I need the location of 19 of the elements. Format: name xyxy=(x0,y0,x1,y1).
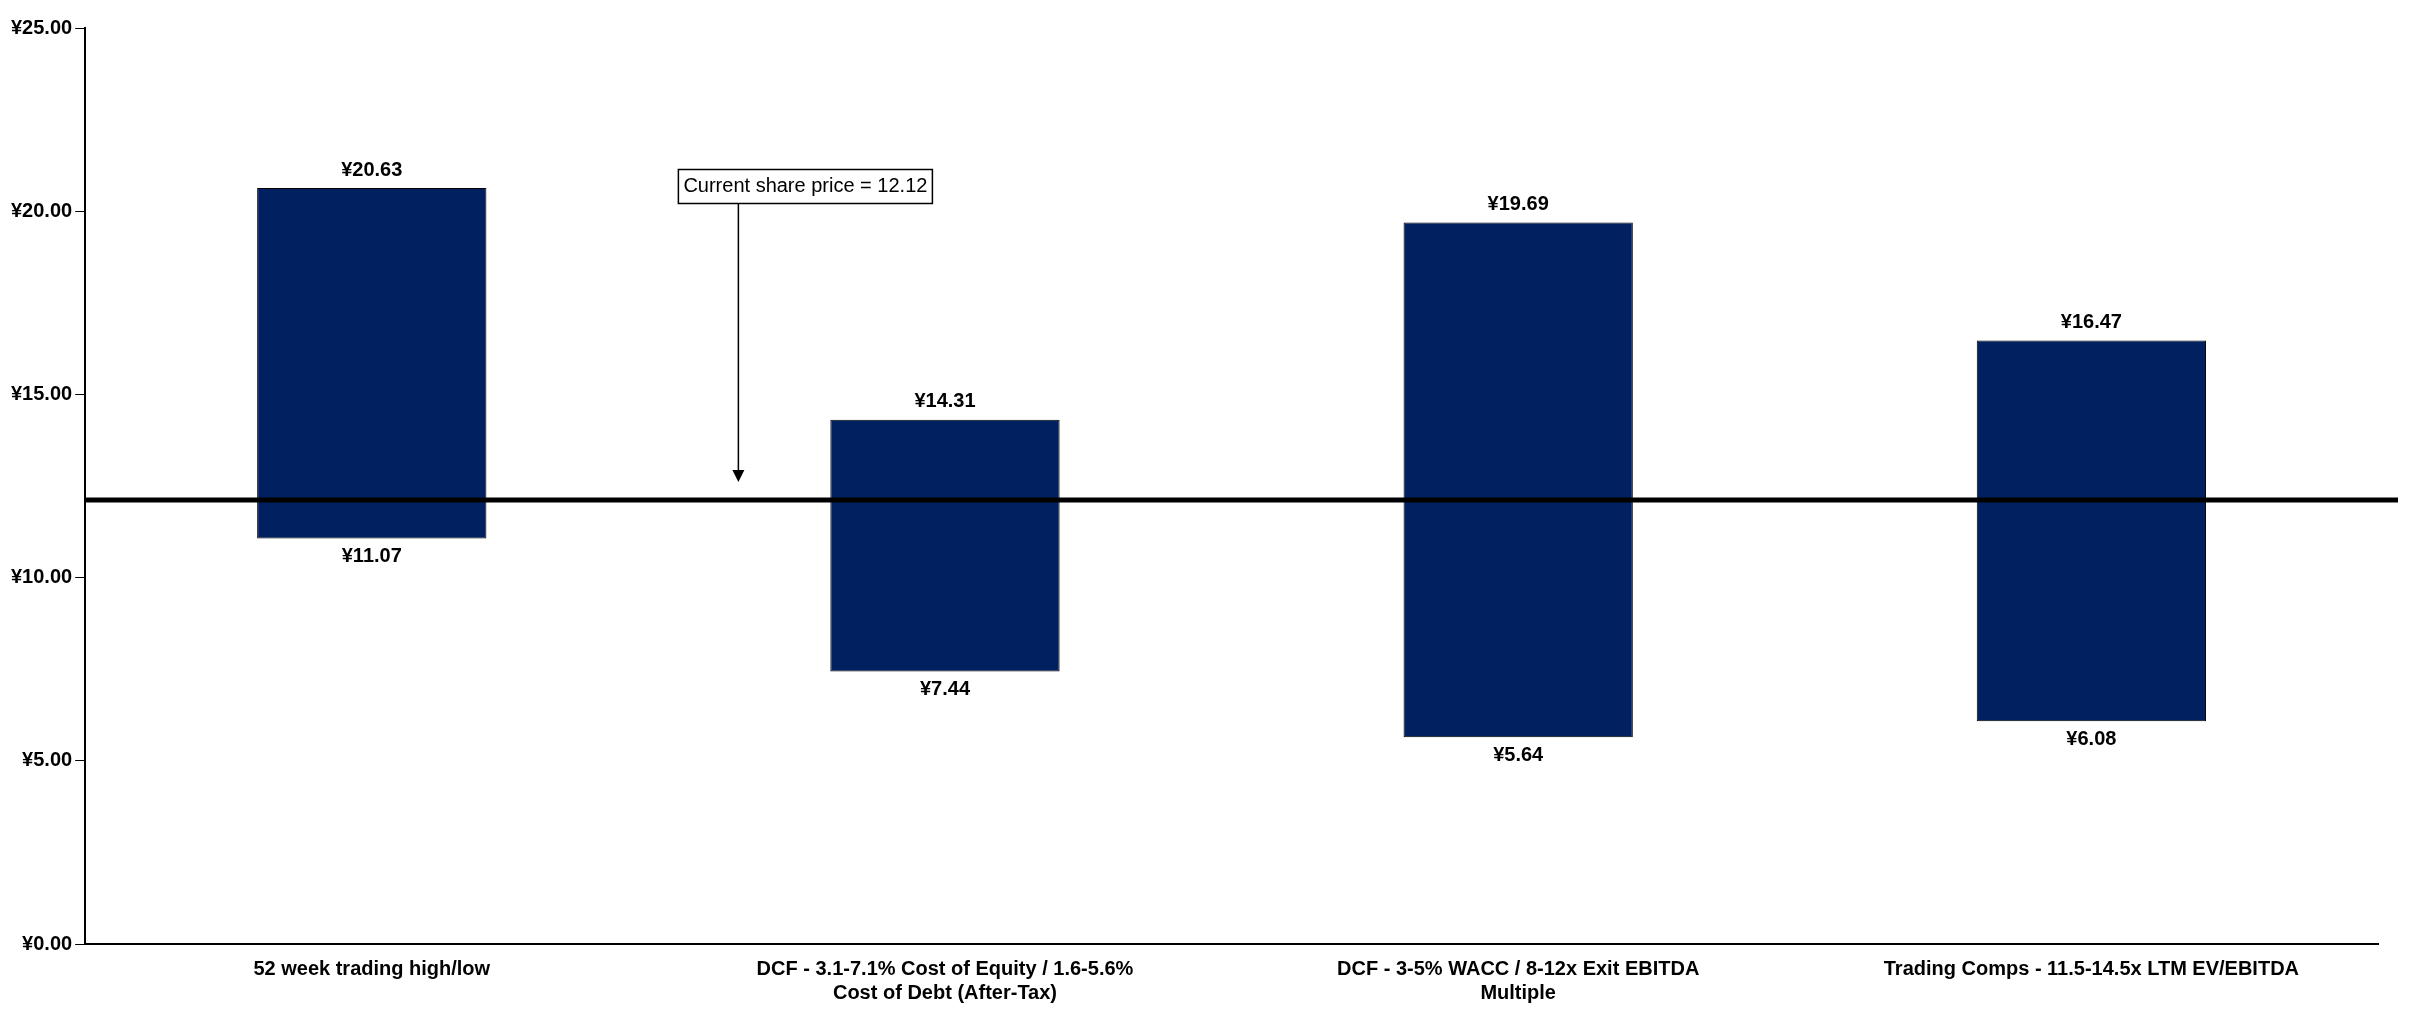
y-tick-label: ¥10.00 xyxy=(11,565,73,588)
annotation: ¥19.69 xyxy=(1487,192,1549,215)
y-tick-label: ¥20.00 xyxy=(11,198,73,221)
annotation: ¥11.07 xyxy=(341,543,402,566)
y-tick-label: ¥5.00 xyxy=(22,748,73,771)
x-tick-label: DCF - 3-5% WACC / 8-12x Exit EBITDA Multiple xyxy=(1337,956,1700,1003)
y-tick-label: ¥25.00 xyxy=(11,15,73,38)
x-tick-label: Trading Comps - 11.5-14.5x LTM EV/EBITDA xyxy=(1883,956,2300,979)
y-tick-label: ¥0.00 xyxy=(22,931,73,954)
annotation: ¥6.08 xyxy=(2066,726,2117,749)
annotation: ¥5.64 xyxy=(1493,742,1545,765)
ref-line-label: Current share price = 12.12 xyxy=(683,174,928,197)
annotation: ¥16.47 xyxy=(2060,310,2122,333)
annotation: ¥14.31 xyxy=(914,389,976,412)
y-tick-label: ¥15.00 xyxy=(11,381,73,404)
annotation: ¥7.44 xyxy=(919,676,971,699)
x-tick-label: 52 week trading high/low xyxy=(253,956,491,979)
annotation: ¥20.63 xyxy=(341,157,403,180)
x-tick-label: DCF - 3.1-7.1% Cost of Equity / 1.6-5.6% Cost of Debt (After-Tax) xyxy=(756,956,1134,1003)
